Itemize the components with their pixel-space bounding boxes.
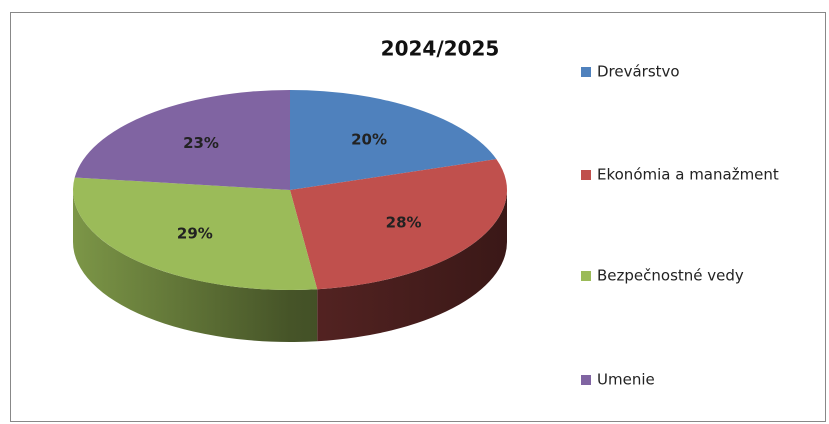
data-label: 23% — [183, 134, 219, 152]
legend-swatch — [581, 67, 591, 77]
legend-label: Bezpečnostné vedy — [597, 267, 744, 285]
pie-side — [317, 190, 507, 342]
data-label: 20% — [351, 130, 387, 148]
pie-slice — [74, 90, 290, 190]
legend-swatch — [581, 170, 591, 180]
pie-side — [73, 190, 318, 342]
chart-title: 2024/2025 — [381, 37, 500, 61]
pie-slice — [290, 159, 507, 290]
legend-label: Umenie — [597, 371, 655, 389]
legend-swatch — [581, 271, 591, 281]
legend-label: Drevárstvo — [597, 63, 680, 81]
pie-slice — [290, 90, 497, 190]
data-label: 29% — [177, 224, 213, 242]
pie-slice — [72, 177, 318, 290]
legend-label: Ekonómia a manažment — [597, 166, 779, 184]
data-label: 28% — [386, 214, 422, 232]
legend-swatch — [581, 375, 591, 385]
